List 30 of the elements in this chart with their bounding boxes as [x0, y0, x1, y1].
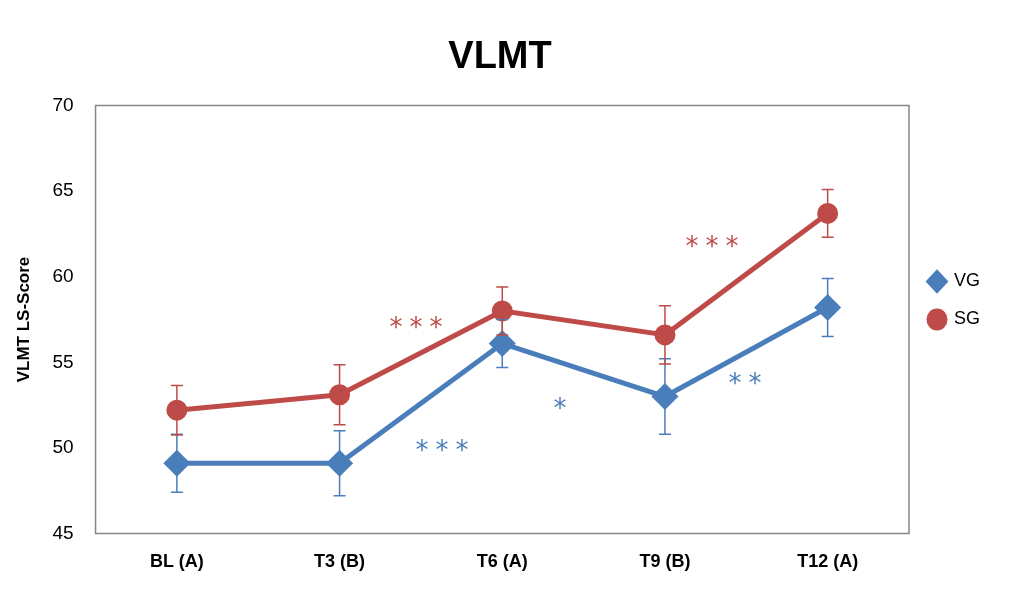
y-tick-label: 70: [52, 93, 74, 115]
annotation: ***: [685, 230, 746, 261]
legend-label: SG: [953, 308, 981, 329]
annotation: ***: [415, 434, 476, 465]
point: [489, 330, 515, 356]
point: [815, 295, 841, 321]
annotation: ***: [389, 311, 450, 342]
y-tick-label: 60: [52, 264, 74, 286]
point: [329, 384, 351, 406]
point: [654, 324, 676, 346]
x-tick-label: T12 (A): [797, 551, 859, 572]
point: [817, 202, 839, 224]
x-tick-label: BL (A): [150, 551, 204, 572]
chart-title: VLMT: [448, 34, 552, 77]
annotation: **: [728, 367, 769, 398]
x-tick-label: T6 (A): [476, 551, 528, 572]
y-axis-title: VLMT LS-Score: [13, 256, 33, 383]
y-tick-label: 65: [52, 179, 74, 201]
y-tick-label: 55: [52, 350, 74, 372]
y-tick-label: 45: [52, 521, 74, 543]
x-tick-label: T9 (B): [639, 551, 691, 572]
y-tick-label: 50: [52, 436, 74, 458]
legend-label: VG: [953, 270, 981, 291]
x-tick-label: T3 (B): [314, 551, 366, 572]
point: [164, 450, 190, 476]
point: [652, 384, 678, 409]
point: [327, 450, 353, 476]
point: [491, 300, 513, 322]
point: [166, 399, 188, 421]
annotation: *: [553, 392, 574, 423]
